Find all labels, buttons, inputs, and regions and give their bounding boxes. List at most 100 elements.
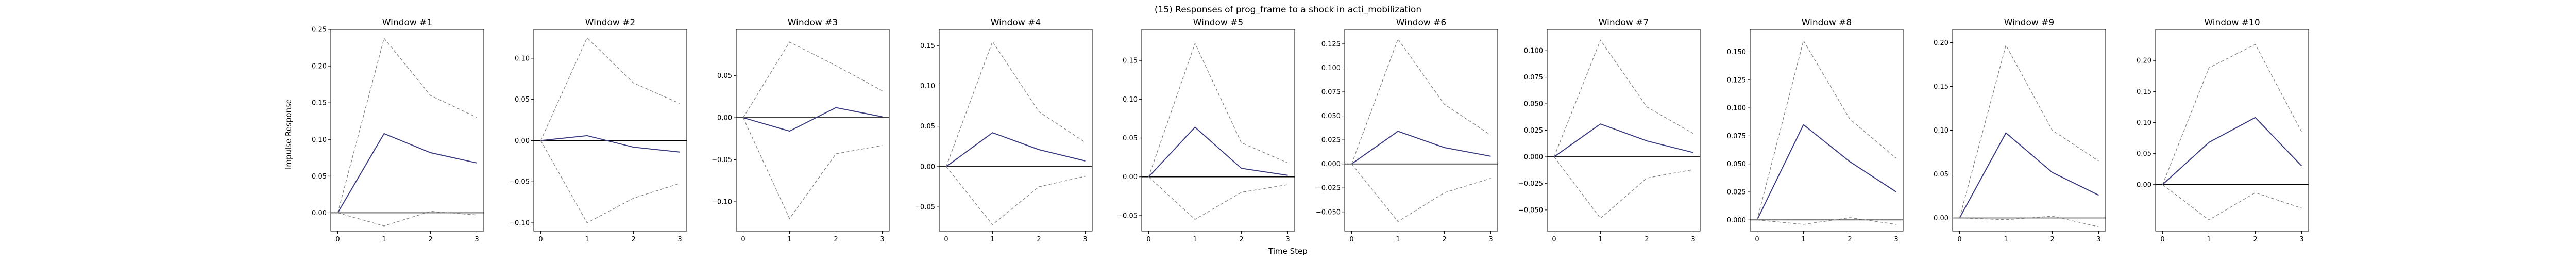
y-tick-label: 0.00 (1934, 215, 1948, 222)
y-tick-label: 0.00 (717, 115, 732, 122)
upper-confidence-band (1756, 40, 1896, 220)
y-tick-label: 0.15 (312, 100, 327, 107)
y-tick-label: 0.100 (1727, 105, 1746, 112)
y-tick-label: 0.075 (1727, 133, 1746, 140)
y-tick-label: 0.025 (1727, 188, 1746, 196)
y-tick-label: 0.05 (1123, 135, 1138, 142)
panel-frame (1344, 29, 1498, 232)
y-tick-label: −0.05 (711, 156, 732, 164)
panel-title: Window #5 (1193, 18, 1244, 28)
lower-confidence-band (337, 211, 477, 227)
response-line (945, 132, 1086, 167)
y-tick-label: 0.00 (920, 163, 935, 171)
upper-confidence-band (540, 37, 680, 141)
upper-confidence-band (945, 41, 1086, 167)
upper-confidence-band (1148, 42, 1288, 177)
y-tick-label: −0.10 (711, 198, 732, 206)
x-tick-label: 0 (1349, 236, 1353, 244)
y-tick-label: 0.00 (1123, 173, 1138, 181)
y-tick-label: 0.025 (1524, 127, 1543, 135)
x-tick-label: 1 (382, 236, 386, 244)
x-tick-label: 3 (880, 236, 884, 244)
y-tick-label: 0.10 (2137, 119, 2151, 127)
panel-frame (330, 29, 484, 232)
x-tick-label: 0 (1957, 236, 1961, 244)
response-line (743, 107, 883, 132)
y-tick-label: 0.05 (920, 123, 935, 131)
y-tick-label: 0.10 (312, 136, 327, 144)
y-tick-label: 0.15 (1934, 83, 1948, 91)
y-tick-label: 0.15 (920, 42, 935, 50)
response-line (1351, 131, 1491, 165)
response-line (540, 135, 680, 153)
x-tick-label: 3 (1083, 236, 1087, 244)
y-tick-label: 0.15 (2137, 88, 2151, 96)
y-tick-label: 0.10 (920, 83, 935, 90)
x-tick-label: 3 (1488, 236, 1493, 244)
lower-confidence-band (742, 117, 883, 219)
panel-2: Window #2 −0.10 −0.05 0.00 0.05 0.10 0 1 2 3 (509, 18, 687, 244)
upper-confidence-band (1351, 38, 1491, 164)
x-tick-label: 1 (990, 236, 994, 244)
x-tick-label: 0 (538, 236, 543, 244)
lower-confidence-band (1148, 176, 1288, 220)
y-tick-label: 0.075 (1524, 74, 1543, 82)
y-tick-label: 0.05 (515, 96, 530, 104)
panel-3: Window #3 −0.10 −0.05 0.00 0.05 0 1 2 3 (711, 18, 890, 244)
y-tick-label: 0.050 (1524, 101, 1543, 108)
y-tick-label: −0.05 (509, 179, 530, 186)
x-tick-label: 3 (474, 236, 479, 244)
y-tick-label: 0.00 (2137, 181, 2151, 189)
y-tick-label: 0.20 (312, 63, 327, 71)
x-tick-label: 0 (944, 236, 948, 244)
y-tick-label: −0.05 (1117, 212, 1138, 220)
lower-confidence-band (540, 140, 680, 223)
panel-7: Window #7 −0.050 −0.025 0.000 0.025 0.050 0.07… (1518, 18, 1701, 244)
x-tick-label: 3 (1894, 236, 1898, 244)
panel-10: Window #10 0.00 0.05 0.10 0.15 0.20 0 1 2 3 (2137, 18, 2309, 244)
upper-confidence-band (742, 41, 883, 118)
y-tick-label: 0.025 (1321, 137, 1341, 144)
panel-title: Window #2 (585, 18, 636, 28)
x-tick-label: 2 (1239, 236, 1243, 244)
x-tick-label: 2 (2050, 236, 2054, 244)
lower-confidence-band (1553, 156, 1693, 219)
y-tick-label: 0.075 (1321, 89, 1341, 96)
upper-confidence-band (1959, 44, 2099, 218)
panel-title: Window #3 (788, 18, 838, 28)
y-tick-label: −0.10 (509, 220, 530, 228)
x-tick-label: 0 (1755, 236, 1759, 244)
response-line (1959, 132, 2099, 218)
x-tick-label: 2 (428, 236, 432, 244)
y-tick-label: −0.025 (1518, 180, 1543, 188)
x-tick-label: 2 (2253, 236, 2257, 244)
x-tick-label: 0 (335, 236, 340, 244)
panel-title: Window #4 (991, 18, 1041, 28)
lower-confidence-band (945, 166, 1086, 225)
panel-frame (939, 29, 1093, 232)
panel-6: Window #6 −0.050 −0.025 0.000 0.025 0.050 0.07… (1316, 18, 1498, 244)
y-tick-label: 0.00 (312, 209, 327, 217)
y-tick-label: 0.25 (312, 26, 327, 34)
panel-frame (1141, 29, 1295, 232)
response-line (1148, 126, 1288, 178)
y-tick-label: 0.15 (1123, 57, 1138, 65)
x-tick-label: 2 (1442, 236, 1446, 244)
y-tick-label: 0.125 (1321, 40, 1341, 48)
y-tick-label: 0.100 (1321, 64, 1341, 72)
y-tick-label: 0.050 (1321, 112, 1341, 120)
y-tick-label: 0.000 (1524, 153, 1543, 161)
x-tick-label: 3 (2299, 236, 2303, 244)
panel-frame (1952, 29, 2106, 232)
panel-title: Window #10 (2204, 18, 2260, 28)
x-tick-label: 2 (1848, 236, 1852, 244)
x-tick-label: 1 (585, 236, 589, 244)
y-tick-label: 0.10 (515, 55, 530, 62)
x-tick-label: 3 (2096, 236, 2100, 244)
panel-frame (2155, 29, 2309, 232)
x-tick-label: 0 (2160, 236, 2164, 244)
figure-title: (15) Responses of prog_frame to a shock … (1155, 5, 1421, 15)
y-tick-label: −0.050 (1518, 206, 1543, 214)
x-tick-label: 2 (1645, 236, 1649, 244)
x-tick-label: 0 (1146, 236, 1150, 244)
